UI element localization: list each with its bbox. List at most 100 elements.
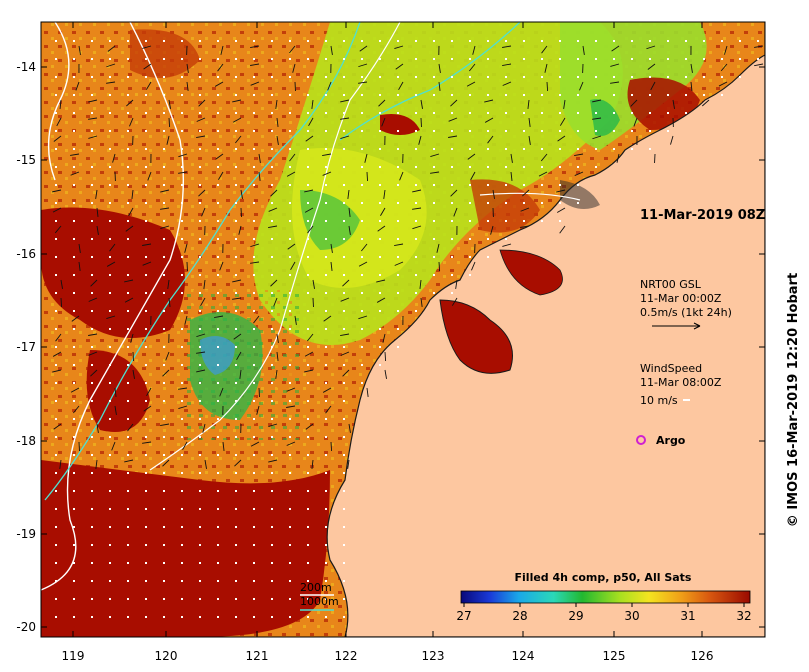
wind-vector-mark (613, 58, 615, 60)
wind-vector-mark (145, 112, 147, 114)
isobath-200-label: 200m (300, 581, 332, 594)
wind-vector-mark (73, 418, 75, 420)
wind-vector-mark (415, 310, 417, 312)
wind-vector-mark (217, 508, 219, 510)
wind-vector-mark (559, 94, 561, 96)
vector-field (52, 40, 764, 618)
wind-vector-mark (343, 364, 345, 366)
wind-vector-mark (73, 616, 75, 618)
wind-vector-mark (91, 238, 93, 240)
wind-vector-mark (343, 94, 345, 96)
wind-vector-mark (613, 94, 615, 96)
wind-vector-mark (343, 148, 345, 150)
wind-vector-mark (127, 310, 129, 312)
wind-vector-mark (415, 148, 417, 150)
current-vector-mark (214, 81, 224, 87)
wind-vector-mark (91, 220, 93, 222)
wind-vector-mark (343, 58, 345, 60)
wind-vector-mark (469, 58, 471, 60)
current-vector-mark (290, 261, 296, 271)
current-vector-mark (127, 423, 134, 432)
wind-vector-mark (613, 40, 615, 42)
wind-vector-mark (307, 76, 309, 78)
wind-vector-mark (397, 112, 399, 114)
wind-vector-mark (55, 148, 57, 150)
wind-vector-mark (325, 400, 327, 402)
wind-vector-mark (361, 364, 363, 366)
colorbar-title: Filled 4h comp, p50, All Sats (515, 571, 692, 584)
current-vector-mark (394, 261, 404, 266)
wind-vector-mark (487, 130, 489, 132)
wind-vector-mark (127, 292, 129, 294)
wind-vector-mark (325, 562, 327, 564)
current-vector-mark (342, 279, 350, 287)
current-vector-mark (610, 81, 620, 84)
wind-vector-mark (397, 292, 399, 294)
wind-vector-mark (505, 112, 507, 114)
wind-vector-mark (451, 256, 453, 258)
wind-vector-mark (523, 94, 525, 96)
wind-vector-mark (181, 94, 183, 96)
current-vector-mark (233, 333, 242, 340)
wind-vector-mark (91, 418, 93, 420)
wind-vector-mark (505, 238, 507, 240)
wind-vector-mark (91, 454, 93, 456)
current-vector-mark (268, 423, 278, 427)
wind-vector-mark (271, 256, 273, 258)
colorbar-tick-label: 28 (512, 609, 527, 623)
current-vector-mark (395, 63, 404, 70)
current-vector-mark (186, 63, 189, 73)
current-vector-mark (358, 63, 368, 68)
wind-vector-mark (127, 184, 129, 186)
lon-tick-label: 122 (335, 649, 358, 663)
wind-vector-mark (55, 346, 57, 348)
wind-vector-mark (397, 76, 399, 78)
wind-vector-mark (505, 166, 507, 168)
wind-vector-mark (235, 544, 237, 546)
wind-vector-mark (217, 328, 219, 330)
wind-vector-mark (361, 184, 363, 186)
wind-vector-mark (181, 184, 183, 186)
wind-vector-mark (55, 310, 57, 312)
wind-vector-mark (181, 544, 183, 546)
wind-vector-mark (181, 346, 183, 348)
current-vector-mark (250, 81, 260, 86)
current-vector-mark (502, 81, 512, 86)
wind-vector-mark (325, 526, 327, 528)
wind-vector-mark (181, 418, 183, 420)
wind-vector-mark (343, 112, 345, 114)
wind-vector-mark (217, 454, 219, 456)
wind-vector-mark (217, 436, 219, 438)
current-vector-mark (232, 279, 242, 283)
wind-vector-mark (127, 526, 129, 528)
wind-vector-mark (217, 274, 219, 276)
wind-vector-mark (289, 184, 291, 186)
wind-vector-mark (55, 76, 57, 78)
current-vector-mark (347, 189, 350, 199)
wind-vector-mark (343, 400, 345, 402)
wind-vector-mark (397, 238, 399, 240)
wind-vector-mark (577, 58, 579, 60)
wind-vector-mark (109, 292, 111, 294)
wind-vector-mark (145, 184, 147, 186)
argo-float-icon (636, 435, 646, 445)
wind-vector-mark (253, 400, 255, 402)
wind-vector-mark (307, 274, 309, 276)
wind-vector-mark (325, 346, 327, 348)
wind-vector-mark (379, 184, 381, 186)
wind-vector-mark (109, 616, 111, 618)
wind-vector-mark (523, 40, 525, 42)
current-vector-mark (276, 117, 279, 127)
wind-vector-mark (487, 58, 489, 60)
wind-vector-mark (181, 472, 183, 474)
wind-vector-mark (307, 418, 309, 420)
wind-vector-mark (343, 508, 345, 510)
current-vector-mark (559, 117, 566, 126)
wind-vector-mark (289, 562, 291, 564)
wind-vector-mark (253, 292, 255, 294)
current-vector-mark (71, 315, 80, 322)
wind-vector-mark (343, 274, 345, 276)
wind-vector-mark (451, 58, 453, 60)
wind-vector-mark (415, 94, 417, 96)
